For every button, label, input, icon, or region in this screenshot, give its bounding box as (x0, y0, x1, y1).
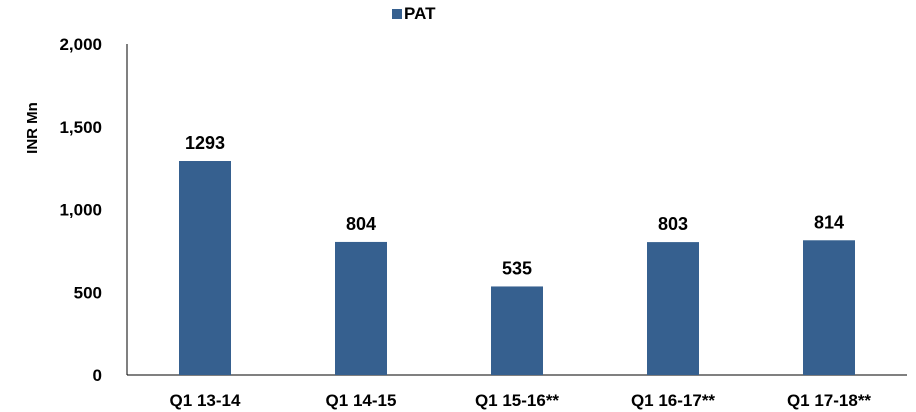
data-labels: 1293 804 535 803 814 (185, 133, 844, 278)
y-tick-label: 2,000 (59, 35, 102, 54)
x-tick-label: Q1 14-15 (326, 391, 397, 410)
y-tick-label: 1,500 (59, 118, 102, 137)
data-label: 803 (658, 214, 688, 234)
legend-label-pat: PAT (404, 4, 436, 23)
y-axis-ticks: 0 500 1,000 1,500 2,000 (59, 35, 102, 385)
bar (335, 241, 387, 375)
x-axis-ticks: Q1 13-14 Q1 14-15 Q1 15-16** Q1 16-17** Q1 1… (170, 391, 872, 410)
bar (491, 286, 543, 375)
bars (179, 161, 855, 375)
data-label: 814 (814, 212, 844, 232)
x-tick-label: Q1 16-17** (631, 391, 715, 410)
x-tick-label: Q1 15-16** (475, 391, 559, 410)
x-tick-label: Q1 13-14 (170, 391, 241, 410)
x-tick-label: Q1 17-18** (787, 391, 871, 410)
y-tick-label: 1,000 (59, 201, 102, 220)
data-label: 535 (502, 258, 532, 278)
bar (647, 242, 699, 375)
data-label: 804 (346, 214, 376, 234)
bar (179, 161, 231, 375)
bar (803, 240, 855, 375)
y-tick-label: 500 (74, 283, 102, 302)
y-tick-label: 0 (93, 366, 102, 385)
legend: PAT (392, 4, 436, 23)
legend-swatch-pat (392, 9, 402, 19)
y-axis-title: INR Mn (24, 102, 41, 154)
data-label: 1293 (185, 133, 225, 153)
